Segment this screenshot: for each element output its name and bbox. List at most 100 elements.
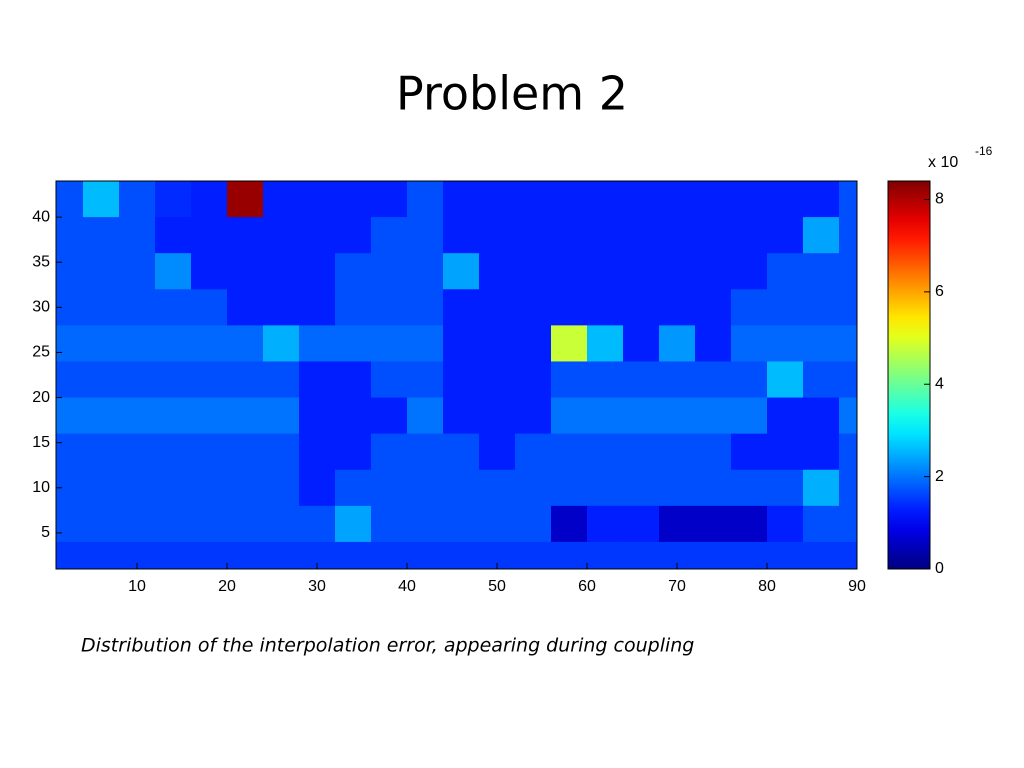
heatmap-cell [515, 469, 552, 507]
heatmap-cell [479, 361, 516, 398]
heatmap-cell [371, 541, 408, 569]
heatmap-cell [695, 505, 732, 543]
y-tick-label: 5 [41, 524, 50, 541]
heatmap-cell [191, 181, 228, 218]
heatmap-cell [587, 541, 624, 569]
colorbar-multiplier: x 10 [928, 154, 958, 171]
colorbar-tick-label: 6 [935, 283, 944, 300]
heatmap [56, 181, 857, 569]
heatmap-cell [443, 397, 480, 435]
heatmap-cell [443, 505, 480, 543]
heatmap-cell [767, 217, 804, 254]
heatmap-cell [407, 253, 444, 290]
heatmap-cell [443, 289, 480, 326]
heatmap-cell [371, 433, 408, 471]
heatmap-cell [551, 433, 588, 471]
heatmap-cell [767, 325, 804, 362]
heatmap-cell [263, 469, 300, 507]
heatmap-cell [443, 469, 480, 507]
heatmap-cell [371, 217, 408, 254]
heatmap-cell [56, 397, 84, 435]
heatmap-cell [731, 181, 768, 218]
heatmap-cell [587, 253, 624, 290]
heatmap-cell [659, 361, 696, 398]
heatmap-cell [299, 253, 336, 290]
heatmap-cell [263, 397, 300, 435]
heatmap-cell [731, 361, 768, 398]
heatmap-cell [227, 181, 264, 218]
heatmap-cell [479, 469, 516, 507]
heatmap-cell [407, 433, 444, 471]
heatmap-cell [56, 469, 84, 507]
heatmap-cell [515, 505, 552, 543]
heatmap-cell [479, 505, 516, 543]
heatmap-cell [83, 541, 120, 569]
heatmap-cell [479, 181, 516, 218]
heatmap-cell [83, 217, 120, 254]
heatmap-cell [407, 541, 444, 569]
heatmap-cell [56, 253, 84, 290]
heatmap-cell [659, 325, 696, 362]
caption: Distribution of the interpolation error,… [81, 635, 694, 657]
heatmap-cell [623, 217, 660, 254]
heatmap-cell [155, 253, 192, 290]
heatmap-cell [443, 325, 480, 362]
y-tick-label: 40 [32, 208, 50, 225]
heatmap-cell [767, 541, 804, 569]
heatmap-cell [839, 541, 857, 569]
heatmap-cell [299, 289, 336, 326]
heatmap-cell [299, 505, 336, 543]
heatmap-cell [335, 181, 372, 218]
heatmap-cell [731, 541, 768, 569]
heatmap-cell [119, 397, 156, 435]
heatmap-cell [263, 361, 300, 398]
heatmap-cell [623, 181, 660, 218]
heatmap-cell [803, 541, 840, 569]
heatmap-cell [623, 361, 660, 398]
colorbar-tick-label: 8 [935, 191, 944, 208]
heatmap-cell [803, 253, 840, 290]
heatmap-cell [407, 361, 444, 398]
x-tick-label: 80 [758, 578, 776, 595]
heatmap-cell [803, 469, 840, 507]
heatmap-cell [587, 217, 624, 254]
heatmap-cell [695, 217, 732, 254]
heatmap-cell [191, 217, 228, 254]
heatmap-cell [299, 361, 336, 398]
heatmap-cell [335, 361, 372, 398]
heatmap-cell [479, 253, 516, 290]
heatmap-cell [659, 469, 696, 507]
heatmap-cell [335, 505, 372, 543]
heatmap-cell [335, 541, 372, 569]
heatmap-cell [263, 325, 300, 362]
heatmap-cell [155, 541, 192, 569]
heatmap-cell [731, 253, 768, 290]
heatmap-cell [407, 325, 444, 362]
heatmap-cell [659, 541, 696, 569]
heatmap-cell [587, 325, 624, 362]
heatmap-cell [407, 397, 444, 435]
heatmap-cell [227, 541, 264, 569]
heatmap-cell [695, 469, 732, 507]
heatmap-cell [551, 325, 588, 362]
colorbar-tick-label: 0 [935, 560, 944, 577]
heatmap-cell [803, 397, 840, 435]
slide-title: Problem 2 [396, 67, 628, 121]
heatmap-cell [335, 289, 372, 326]
heatmap-cell [191, 433, 228, 471]
heatmap-cell [515, 181, 552, 218]
heatmap-cell [659, 505, 696, 543]
heatmap-cell [335, 433, 372, 471]
heatmap-cell [155, 181, 192, 218]
heatmap-cell [155, 505, 192, 543]
y-tick-label: 30 [32, 299, 50, 316]
y-tick-label: 15 [32, 434, 50, 451]
heatmap-cell [155, 361, 192, 398]
heatmap-cell [83, 253, 120, 290]
x-tick-label: 50 [488, 578, 506, 595]
heatmap-cell [479, 325, 516, 362]
heatmap-cell [803, 181, 840, 218]
heatmap-cell [335, 253, 372, 290]
heatmap-cell [551, 505, 588, 543]
heatmap-cell [659, 217, 696, 254]
